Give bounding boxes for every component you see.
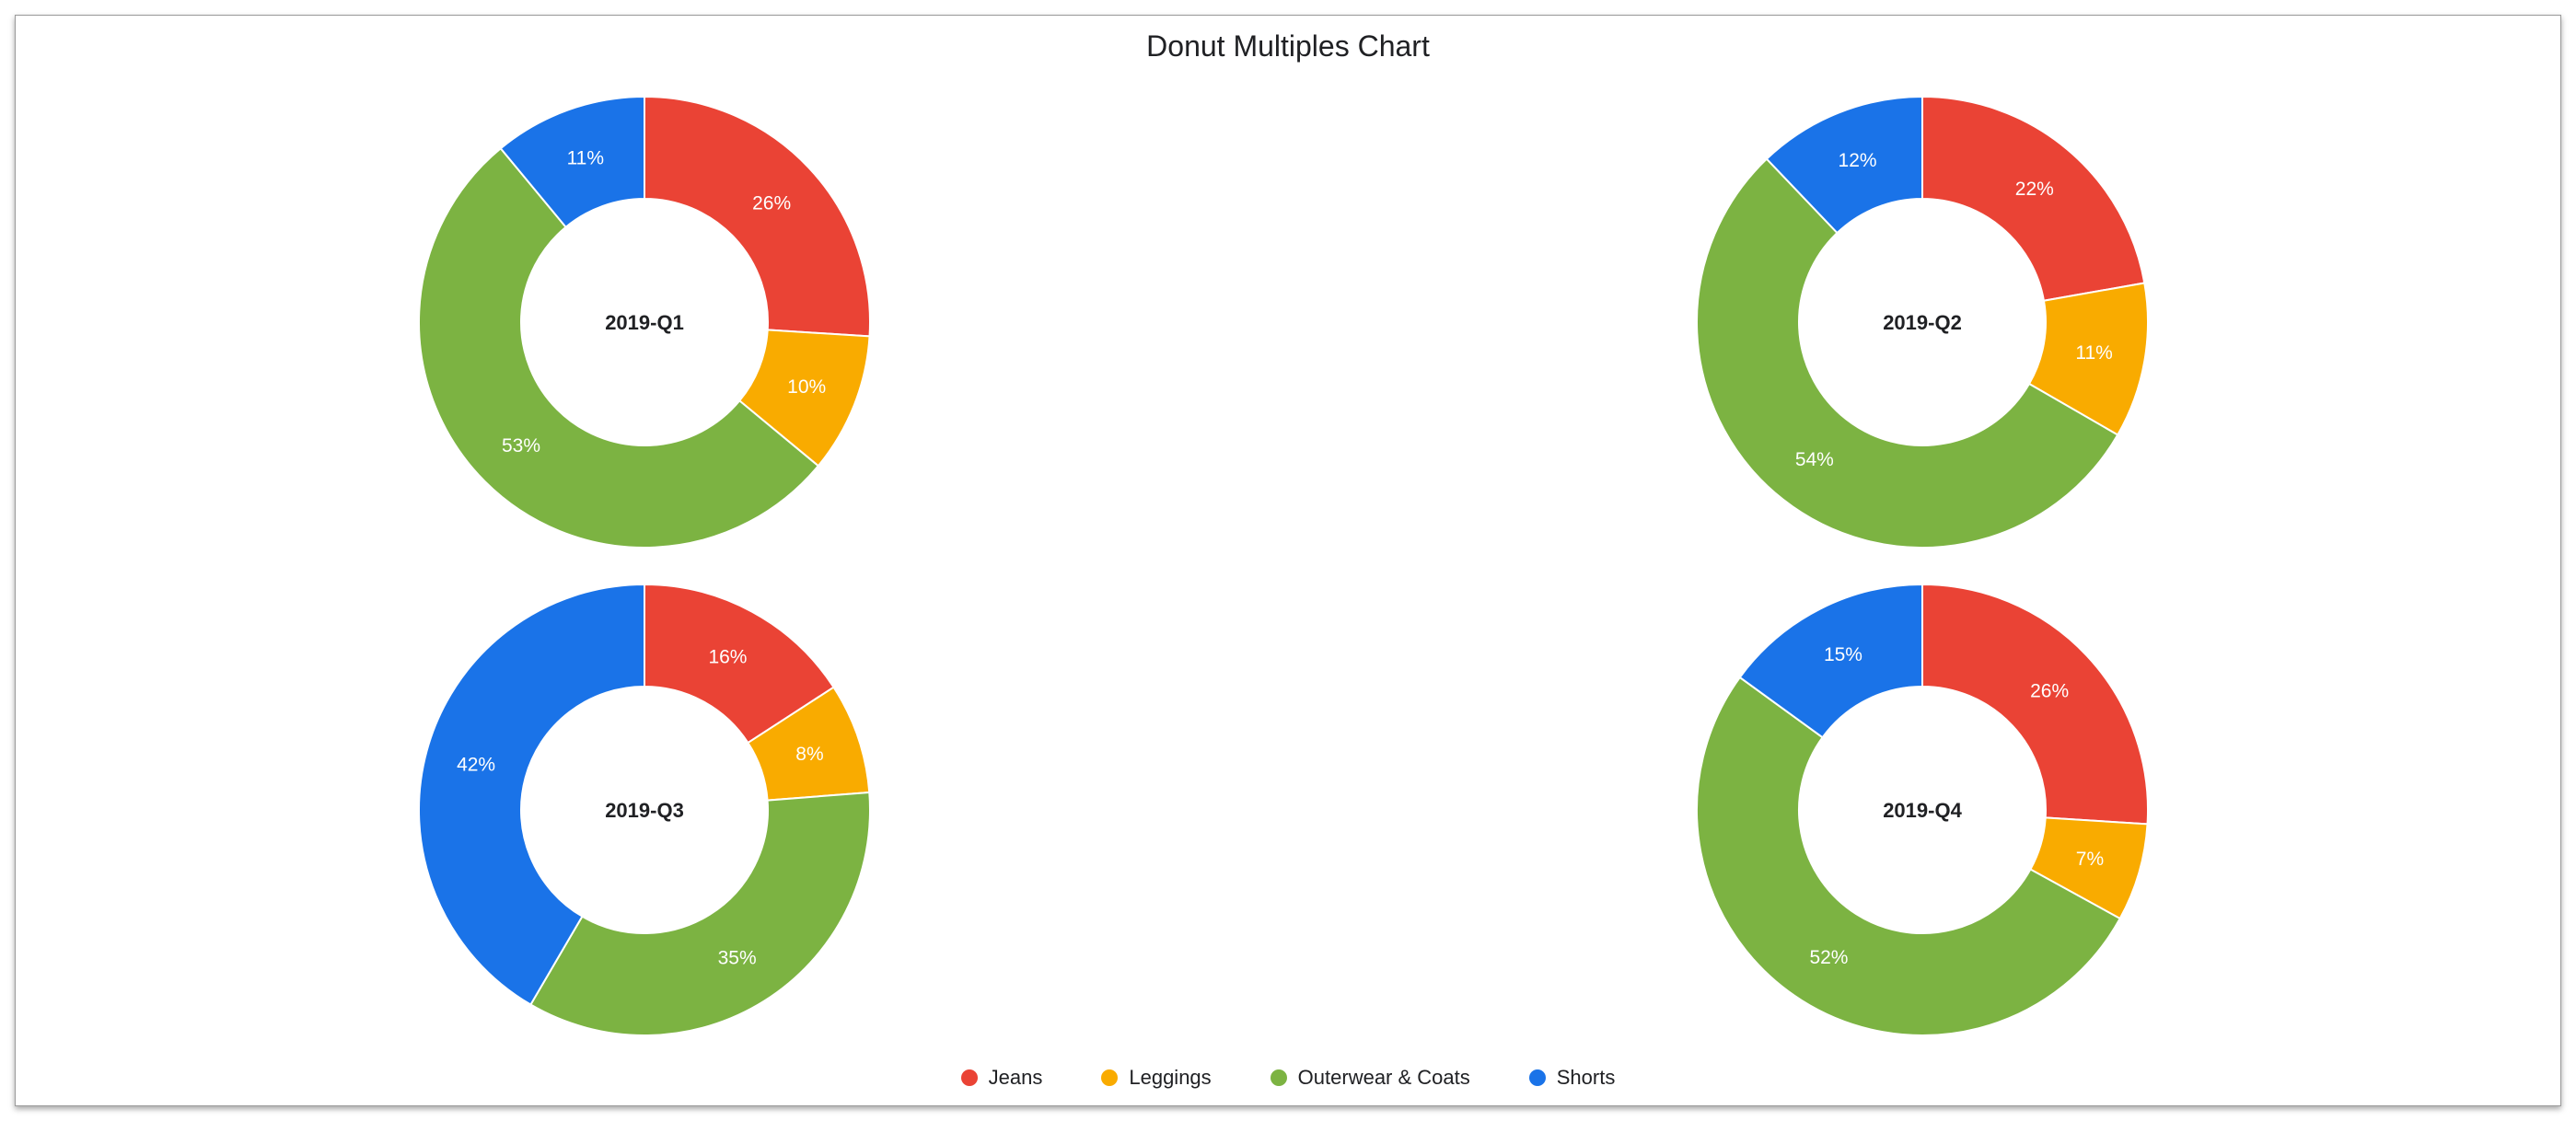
slice-jeans[interactable]: [644, 95, 871, 338]
legend-item[interactable]: Shorts: [1528, 1066, 1616, 1090]
data-label: 10%: [787, 376, 826, 398]
data-label: 53%: [502, 435, 540, 456]
legend-label: Outerwear & Coats: [1297, 1066, 1470, 1089]
legend: Jeans Leggings Outerwear & Coats Shorts: [0, 1066, 2576, 1090]
legend-label: Shorts: [1556, 1066, 1616, 1089]
donut-2019-Q3: 16% 8% 35% 42% 2019-Q3: [417, 583, 871, 1037]
legend-item[interactable]: Leggings: [1101, 1066, 1212, 1090]
legend-dot-icon: [1270, 1069, 1287, 1086]
slice-jeans[interactable]: [1921, 583, 2149, 826]
chart-title: Donut Multiples Chart: [1146, 29, 1430, 63]
slice-outerwear-coats[interactable]: [418, 146, 820, 549]
data-label: 35%: [718, 948, 757, 969]
slice-outerwear-coats[interactable]: [1696, 676, 2122, 1036]
slice-shorts[interactable]: [1765, 95, 1923, 235]
donut-2019-Q1: 26% 10% 53% 11% 2019-Q1: [418, 95, 871, 549]
data-label: 22%: [2015, 179, 2054, 200]
data-label: 26%: [2030, 680, 2069, 701]
data-label: 11%: [567, 148, 604, 169]
slice-shorts[interactable]: [499, 95, 645, 229]
data-label: 15%: [1824, 644, 1862, 665]
legend-label: Leggings: [1129, 1066, 1212, 1089]
donut-2019-Q4: 26% 7% 52% 15% 2019-Q4: [1696, 583, 2149, 1036]
data-label: 52%: [1809, 947, 1848, 968]
data-label: 11%: [2075, 342, 2112, 364]
legend-item[interactable]: Outerwear & Coats: [1270, 1066, 1470, 1090]
slice-jeans[interactable]: [1921, 95, 2146, 302]
data-label: 54%: [1795, 449, 1834, 470]
data-label: 16%: [708, 646, 747, 667]
donut-center-label: 2019-Q4: [1883, 799, 1962, 822]
data-label: 42%: [457, 754, 495, 775]
donut-center-label: 2019-Q2: [1883, 311, 1962, 334]
legend-dot-icon: [1528, 1069, 1546, 1086]
legend-label: Jeans: [988, 1066, 1043, 1089]
data-label: 12%: [1839, 150, 1877, 171]
donut-center-label: 2019-Q3: [605, 799, 684, 822]
data-label: 8%: [795, 744, 823, 765]
donut-center-label: 2019-Q1: [605, 311, 684, 334]
slice-jeans[interactable]: [644, 583, 835, 745]
data-label: 7%: [2076, 849, 2104, 870]
legend-dot-icon: [960, 1069, 978, 1086]
slice-shorts[interactable]: [417, 583, 645, 1006]
donut-2019-Q2: 22% 11% 54% 12% 2019-Q2: [1696, 95, 2149, 549]
chart-frame: [15, 15, 2561, 1106]
slice-outerwear-coats[interactable]: [529, 791, 871, 1037]
legend-item[interactable]: Jeans: [960, 1066, 1043, 1090]
slice-shorts[interactable]: [1738, 583, 1923, 739]
legend-dot-icon: [1101, 1069, 1119, 1086]
data-label: 26%: [752, 192, 791, 214]
slice-outerwear-coats[interactable]: [1696, 157, 2119, 549]
